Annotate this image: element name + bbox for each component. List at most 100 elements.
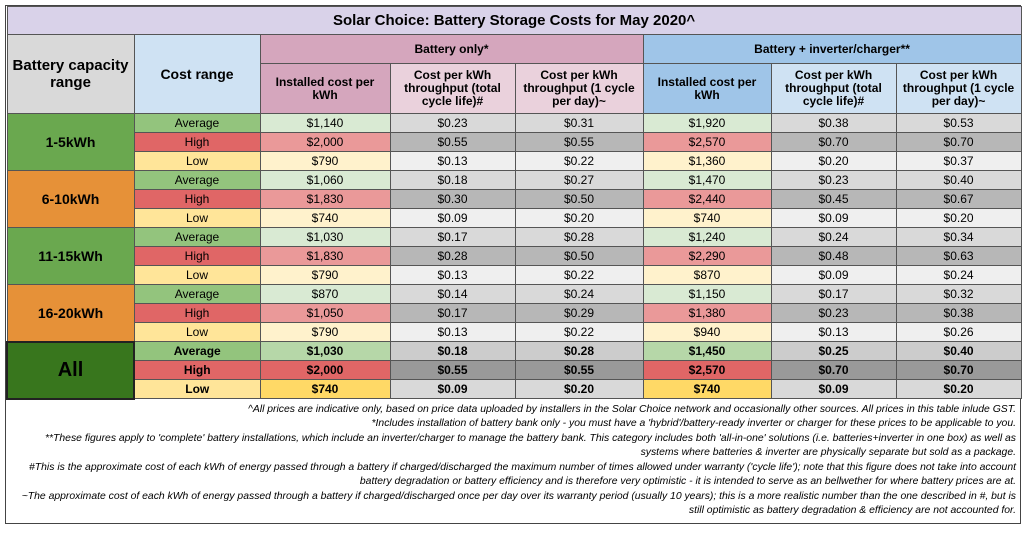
data-row: All Average $1,030 $0.18 $0.28 $1,450 $0.25 $0.… xyxy=(6,340,1022,400)
cost-cell: $870 xyxy=(642,265,772,285)
sub-header: Cost per kWh throughput (1 cycle per day… xyxy=(895,63,1022,114)
table-title: Solar Choice: Battery Storage Costs for … xyxy=(6,6,1022,35)
cost-cell: $0.67 xyxy=(895,189,1022,209)
title-row: Solar Choice: Battery Storage Costs for … xyxy=(6,6,1022,35)
data-row: Low $790 $0.13 $0.22 $1,360 $0.20 $0.37 xyxy=(7,151,1022,171)
group-header: Battery + inverter/charger** xyxy=(642,34,1022,64)
cost-cell: $0.30 xyxy=(389,189,516,209)
cost-cell: $0.55 xyxy=(514,360,644,380)
cost-cell: $0.09 xyxy=(770,379,897,399)
cost-range-label: Average xyxy=(133,113,261,133)
cost-cell: $1,030 xyxy=(259,341,391,361)
data-row: High $1,830 $0.28 $0.50 $2,290 $0.48 $0.63 xyxy=(7,246,1022,266)
cost-cell: $0.34 xyxy=(895,227,1022,247)
cost-cell: $2,000 xyxy=(259,132,391,152)
data-row: Low $740 $0.09 $0.20 $740 $0.09 $0.20 xyxy=(7,379,1022,399)
data-row: Low $790 $0.13 $0.22 $940 $0.13 $0.26 xyxy=(7,322,1022,342)
cost-cell: $0.28 xyxy=(514,341,644,361)
cost-range-label: High xyxy=(133,246,261,266)
page: Solar Choice: Battery Storage Costs for … xyxy=(5,5,1022,524)
cost-cell: $1,830 xyxy=(259,246,391,266)
cost-cell: $0.38 xyxy=(895,303,1022,323)
cost-cell: $1,030 xyxy=(259,227,391,247)
cost-cell: $1,830 xyxy=(259,189,391,209)
cost-cell: $0.31 xyxy=(514,113,644,133)
capacity-label: All xyxy=(6,340,135,400)
cost-cell: $0.27 xyxy=(514,170,644,190)
cost-range-label: Average xyxy=(133,227,261,247)
cost-cell: $0.55 xyxy=(514,132,644,152)
data-row: 11-15kWh Average $1,030 $0.17 $0.28 $1,240 $0.… xyxy=(6,227,1022,285)
cost-cell: $0.22 xyxy=(514,151,644,171)
cost-cell: $0.24 xyxy=(895,265,1022,285)
cost-cell: $0.13 xyxy=(389,265,516,285)
cost-cell: $0.09 xyxy=(389,379,516,399)
cost-cell: $1,060 xyxy=(259,170,391,190)
cost-cell: $0.32 xyxy=(895,284,1022,304)
cost-cell: $740 xyxy=(642,379,772,399)
data-row: 16-20kWh Average $870 $0.14 $0.24 $1,150 $0.17… xyxy=(6,284,1022,342)
cost-cell: $0.17 xyxy=(770,284,897,304)
sub-header: Cost per kWh throughput (total cycle lif… xyxy=(389,63,516,114)
data-row: Low $740 $0.09 $0.20 $740 $0.09 $0.20 xyxy=(7,208,1022,228)
cost-cell: $0.29 xyxy=(514,303,644,323)
footnote: ^All prices are indicative only, based o… xyxy=(247,403,1016,415)
cost-table: Solar Choice: Battery Storage Costs for … xyxy=(6,6,1022,400)
cost-cell: $0.25 xyxy=(770,341,897,361)
cost-cell: $0.50 xyxy=(514,189,644,209)
cost-cell: $1,380 xyxy=(642,303,772,323)
data-row: High $2,000 $0.55 $0.55 $2,570 $0.70 $0.70 xyxy=(7,360,1022,380)
cost-range-label: High xyxy=(133,303,261,323)
cost-range-label: High xyxy=(133,189,261,209)
footnote: *Includes installation of battery bank o… xyxy=(371,418,1017,429)
cost-cell: $0.50 xyxy=(514,246,644,266)
cost-cell: $0.28 xyxy=(389,246,516,266)
cost-cell: $0.09 xyxy=(389,208,516,228)
cost-cell: $2,000 xyxy=(259,360,391,380)
capacity-label: 1-5kWh xyxy=(6,113,135,171)
cost-range-label: Low xyxy=(133,265,261,285)
cost-cell: $0.13 xyxy=(389,322,516,342)
cost-cell: $0.14 xyxy=(389,284,516,304)
cost-range-label: Average xyxy=(133,284,261,304)
cost-cell: $0.23 xyxy=(770,303,897,323)
footnote: ~The approximate cost of each kWh of ene… xyxy=(21,490,1016,517)
cost-cell: $0.70 xyxy=(770,360,897,380)
cost-cell: $740 xyxy=(259,208,391,228)
subheader-row: Installed cost per kWh Cost per kWh throu… xyxy=(7,63,1022,114)
cost-cell: $0.70 xyxy=(770,132,897,152)
cost-cell: $790 xyxy=(259,265,391,285)
sub-header: Installed cost per kWh xyxy=(642,63,772,114)
cost-cell: $0.55 xyxy=(389,132,516,152)
cost-cell: $870 xyxy=(259,284,391,304)
cost-cell: $1,450 xyxy=(642,341,772,361)
footnote: #This is the approximate cost of each kW… xyxy=(29,461,1016,488)
cost-cell: $0.20 xyxy=(514,379,644,399)
cost-cell: $0.70 xyxy=(895,360,1022,380)
cost-cell: $1,140 xyxy=(259,113,391,133)
cost-cell: $740 xyxy=(259,379,391,399)
cost-cell: $1,150 xyxy=(642,284,772,304)
data-row: Low $790 $0.13 $0.22 $870 $0.09 $0.24 xyxy=(7,265,1022,285)
capacity-label: 16-20kWh xyxy=(6,284,135,342)
cost-cell: $0.09 xyxy=(770,208,897,228)
cost-cell: $0.23 xyxy=(770,170,897,190)
cost-cell: $0.28 xyxy=(514,227,644,247)
cost-range-label: Average xyxy=(133,170,261,190)
cost-range-label: Low xyxy=(133,379,261,399)
cost-cell: $0.55 xyxy=(389,360,516,380)
header-row: Battery capacity range Cost range Battery … xyxy=(6,34,1022,114)
cost-cell: $0.23 xyxy=(389,113,516,133)
cost-cell: $0.53 xyxy=(895,113,1022,133)
cost-cell: $0.13 xyxy=(389,151,516,171)
cost-range-label: Average xyxy=(133,341,261,361)
cost-cell: $0.17 xyxy=(389,303,516,323)
cost-range-label: High xyxy=(133,132,261,152)
capacity-label: 11-15kWh xyxy=(6,227,135,285)
data-row: 1-5kWh Average $1,140 $0.23 $0.31 $1,920 $0.38… xyxy=(6,113,1022,171)
cost-cell: $0.40 xyxy=(895,170,1022,190)
cost-cell: $0.13 xyxy=(770,322,897,342)
cost-range-header: Cost range xyxy=(133,34,261,114)
cost-cell: $0.63 xyxy=(895,246,1022,266)
sub-header: Installed cost per kWh xyxy=(259,63,391,114)
